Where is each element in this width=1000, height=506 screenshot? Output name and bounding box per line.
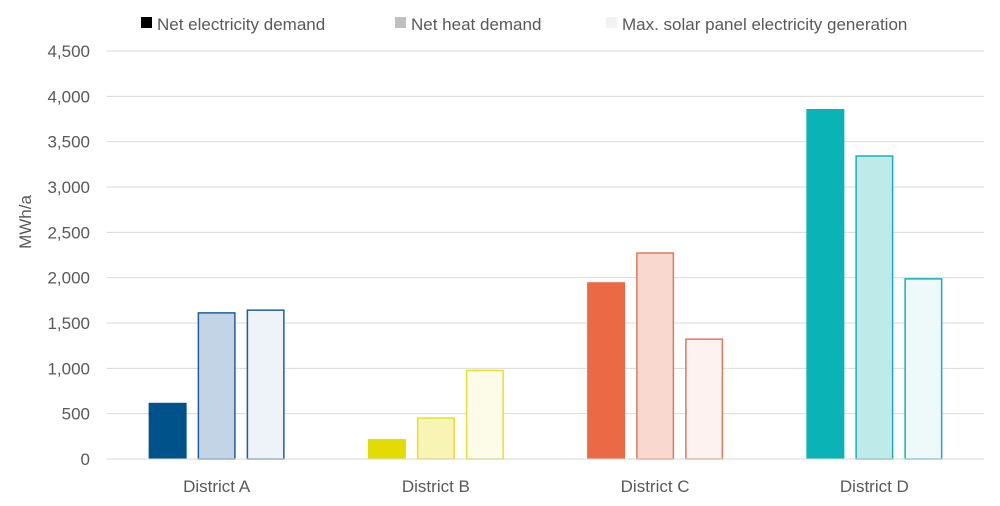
y-tick-label: 2,000: [47, 269, 90, 288]
legend-label: Net heat demand: [411, 15, 541, 34]
bar-1-2: [465, 369, 504, 460]
bar-3-0: [806, 109, 845, 459]
legend-label: Net electricity demand: [157, 15, 325, 34]
x-tick-label: District C: [621, 477, 690, 496]
x-tick-label: District A: [183, 477, 251, 496]
x-tick-label: District B: [402, 477, 470, 496]
y-tick-label: 2,500: [47, 223, 90, 242]
legend-swatch: [141, 17, 152, 28]
y-tick-label: 3,000: [47, 178, 90, 197]
bar-0-2: [246, 309, 285, 460]
bar-1-1: [416, 417, 455, 460]
bar-0-1: [197, 312, 236, 460]
bar-3-2: [904, 278, 943, 460]
legend-label: Max. solar panel electricity generation: [622, 15, 907, 34]
y-tick-label: 4,000: [47, 87, 90, 106]
bar-2-2: [685, 338, 724, 460]
bar-1-0: [367, 439, 406, 459]
y-axis-label: MWh/a: [16, 195, 35, 249]
bar-3-1: [855, 155, 894, 460]
y-tick-label: 500: [62, 405, 90, 424]
x-axis-ticks: District A District B District C District D: [183, 477, 909, 496]
legend: Net electricity demand Net heat demand Max…: [141, 15, 907, 34]
legend-swatch: [395, 17, 406, 28]
y-tick-label: 1,000: [47, 359, 90, 378]
y-tick-label: 3,500: [47, 133, 90, 152]
x-tick-label: District D: [840, 477, 909, 496]
legend-swatch: [606, 17, 617, 28]
y-tick-label: 1,500: [47, 314, 90, 333]
y-tick-label: 0: [81, 450, 90, 469]
y-tick-label: 4,500: [47, 42, 90, 61]
bar-0-0: [148, 402, 187, 459]
bar-2-1: [636, 252, 675, 460]
bar-2-0: [587, 282, 626, 459]
y-axis-ticks: 0 500 1,000 1,500 2,000 2,500 3,000 3,500 4,000 4…: [47, 42, 90, 469]
